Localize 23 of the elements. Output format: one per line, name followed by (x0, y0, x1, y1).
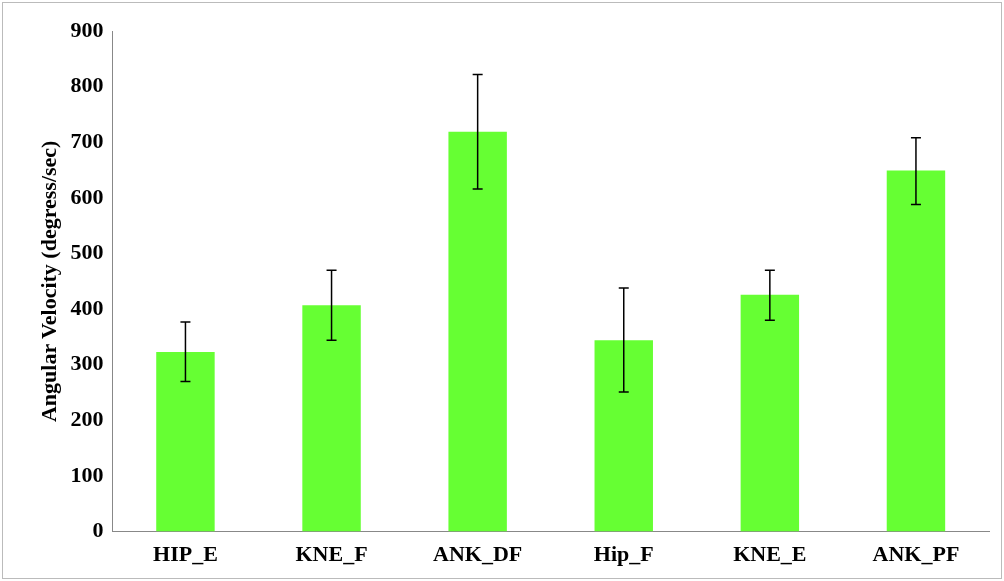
y-tick-label: 400 (70, 294, 104, 320)
bar (448, 131, 507, 532)
bar (740, 294, 800, 532)
bar (594, 340, 653, 532)
x-tick-label: HIP_E (153, 541, 218, 567)
y-tick-label: 900 (70, 16, 104, 42)
bar (156, 351, 215, 532)
x-tick-label: KNE_F (295, 541, 368, 567)
y-tick-label: 600 (70, 183, 104, 209)
x-tick-label: KNE_E (733, 541, 807, 567)
y-tick-label: 200 (70, 406, 104, 432)
y-axis-title: Angular Velocity (degress/sec) (35, 140, 61, 423)
y-tick-label: 700 (70, 127, 104, 153)
x-tick-label: ANK_PF (872, 541, 960, 567)
bar (302, 305, 361, 532)
y-tick-label: 100 (70, 461, 104, 487)
x-tick-label: Hip_F (593, 541, 654, 567)
x-tick-label: ANK_DF (433, 541, 523, 567)
y-tick-label: 500 (70, 239, 104, 265)
y-tick-label: 300 (70, 350, 104, 376)
y-tick-label: 0 (92, 517, 104, 543)
bar (886, 170, 946, 532)
y-tick-label: 800 (70, 72, 104, 98)
